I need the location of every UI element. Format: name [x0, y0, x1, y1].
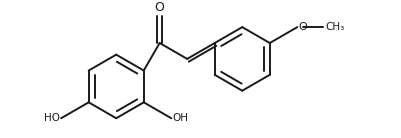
Text: O: O: [154, 1, 164, 14]
Text: CH₃: CH₃: [324, 22, 344, 32]
Text: O: O: [298, 22, 306, 32]
Text: OH: OH: [172, 113, 188, 123]
Text: HO: HO: [44, 113, 60, 123]
